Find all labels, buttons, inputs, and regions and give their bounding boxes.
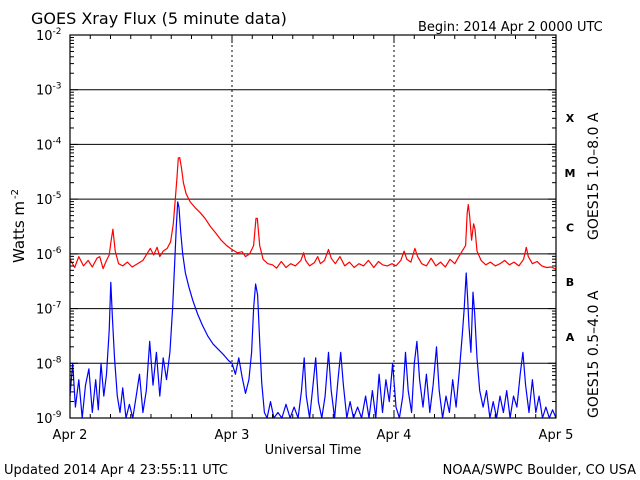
y-tick-exponent: -6 [53,246,62,256]
y-tick-exponent: -2 [53,27,62,37]
y-tick-exponent: -7 [53,301,62,311]
y-tick-label: 10-9 [36,410,62,427]
x-tick-label: Apr 3 [215,428,250,443]
y-tick-base: 10 [36,193,53,208]
y-tick-base: 10 [36,357,53,372]
flare-class-label: X [566,112,575,125]
chart-title: GOES Xray Flux (5 minute data) [31,9,287,28]
y-axis-label-exponent: -2 [10,189,21,199]
y-tick-base: 10 [36,248,53,263]
flare-class-labels: X M C B A [565,112,576,344]
y-tick-base: 10 [36,303,53,318]
y-tick-base: 10 [36,84,53,99]
legend-short-channel: GOES15 0.5–4.0 A [586,290,602,418]
flare-class-label: A [566,331,575,344]
y-axis-ticks: 10-210-310-410-510-610-710-810-9 [36,27,556,427]
flare-class-label: B [566,276,574,289]
y-tick-exponent: -3 [53,82,62,92]
flare-class-label: C [566,222,574,235]
x-tick-label: Apr 4 [377,428,412,443]
series-layer [69,157,557,419]
updated-timestamp: Updated 2014 Apr 4 23:55:11 UTC [4,463,228,478]
begin-label: Begin: 2014 Apr 2 0000 UTC [418,20,603,35]
x-tick-label: Apr 2 [53,428,88,443]
y-tick-label: 10-6 [36,246,62,263]
y-tick-exponent: -4 [53,136,62,146]
y-axis-label-text: Watts m [10,201,28,263]
x-tick-label: Apr 5 [539,428,574,443]
y-tick-base: 10 [36,138,53,153]
series-line-short-channel [69,201,557,419]
y-tick-exponent: -5 [53,191,62,201]
y-axis-label: Watts m -2 [10,189,28,263]
y-tick-label: 10-7 [36,301,62,318]
y-tick-label: 10-4 [36,136,62,153]
y-tick-exponent: -9 [53,410,62,420]
flare-class-label: M [565,167,576,180]
x-axis-label: Universal Time [265,443,362,458]
y-tick-label: 10-8 [36,355,62,372]
grid [70,35,556,418]
legend-long-channel: GOES15 1.0–8.0 A [586,112,602,240]
plot-frame [69,34,557,419]
y-tick-label: 10-3 [36,82,62,99]
y-tick-label: 10-5 [36,191,62,208]
y-tick-base: 10 [36,29,53,44]
credit-label: NOAA/SWPC Boulder, CO USA [443,463,636,478]
series-line-long-channel [69,157,557,270]
x-axis-ticks: Apr 2 Apr 3 Apr 4 Apr 5 [53,35,574,443]
y-tick-base: 10 [36,412,53,427]
y-tick-exponent: -8 [53,355,62,365]
y-tick-label: 10-2 [36,27,62,44]
